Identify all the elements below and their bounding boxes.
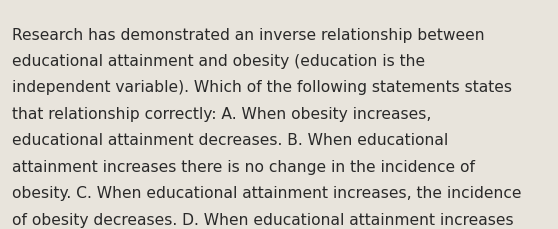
- Text: attainment increases there is no change in the incidence of: attainment increases there is no change …: [12, 159, 475, 174]
- Text: educational attainment decreases. B. When educational: educational attainment decreases. B. Whe…: [12, 133, 449, 148]
- Text: Research has demonstrated an inverse relationship between: Research has demonstrated an inverse rel…: [12, 27, 485, 42]
- Text: educational attainment and obesity (education is the: educational attainment and obesity (educ…: [12, 54, 425, 69]
- Text: that relationship correctly: A. When obesity increases,: that relationship correctly: A. When obe…: [12, 106, 432, 121]
- Text: obesity. C. When educational attainment increases, the incidence: obesity. C. When educational attainment …: [12, 185, 522, 200]
- Text: of obesity decreases. D. When educational attainment increases: of obesity decreases. D. When educationa…: [12, 212, 514, 227]
- Text: independent variable). Which of the following statements states: independent variable). Which of the foll…: [12, 80, 512, 95]
